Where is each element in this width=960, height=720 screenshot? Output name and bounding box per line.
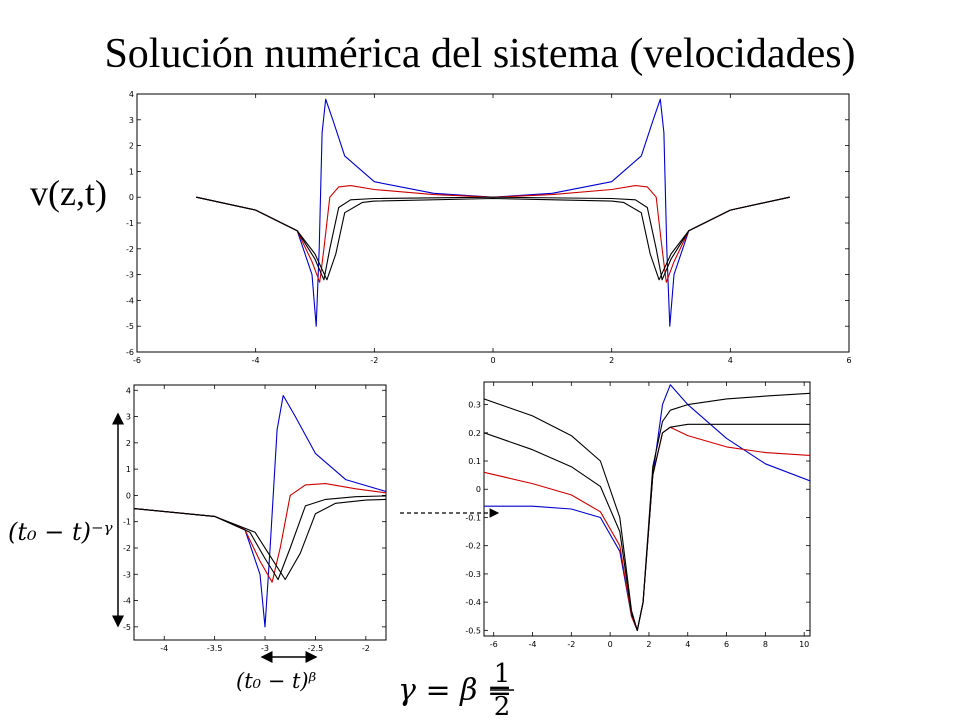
series-line-3 xyxy=(196,196,790,281)
bottom-right-plot: -6 -4 -2 0 2 4 6 8 10 0.3 0.2 0.1 0 -0.1 -0.2 -0.3 -0.4 -… xyxy=(465,381,811,649)
series-line-4 xyxy=(484,392,810,631)
equation-denominator: 2 xyxy=(494,692,511,720)
y-tick-label: -0.1 xyxy=(465,513,481,522)
plot-frame xyxy=(483,381,811,637)
series-line-4 xyxy=(134,498,386,581)
x-tick-label: 2 xyxy=(609,356,614,365)
x-tick-label: 6 xyxy=(724,640,729,649)
x-tick-label: 10 xyxy=(799,640,809,649)
equation-numerator: 1 xyxy=(494,659,511,689)
y-tick-label: 1 xyxy=(129,167,134,176)
x-tick-label: -2 xyxy=(362,644,370,653)
x-tick-label: 0 xyxy=(608,640,613,649)
x-tick-label: 2 xyxy=(646,640,651,649)
y-tick-label: 0.3 xyxy=(468,401,481,410)
beta-exponent-label: (t₀ − t)ᵝ xyxy=(236,669,317,693)
y-tick-label: -6 xyxy=(126,348,134,357)
y-tick-label: -4 xyxy=(126,296,134,305)
x-tick-label: 4 xyxy=(728,356,733,365)
y-tick-label: 0 xyxy=(476,485,481,494)
y-tick-label: -0.5 xyxy=(465,626,481,635)
x-tick-label: 0 xyxy=(490,356,495,365)
series-line-3 xyxy=(134,495,386,581)
x-tick-label: -4 xyxy=(252,356,260,365)
x-tick-label: 6 xyxy=(846,356,851,365)
y-tick-label: 0.2 xyxy=(468,429,481,438)
bottom-left-plot: -4 -3.5 -3 -2.5 -2 4 3 2 1 0 -1 -2 -3 -4 -5 xyxy=(123,384,387,653)
y-tick-label: -1 xyxy=(126,219,134,228)
x-tick-label: 8 xyxy=(763,640,768,649)
plot-frame xyxy=(136,93,850,353)
y-axis-label: v(z,t) xyxy=(30,173,107,213)
y-tick-label: 2 xyxy=(129,142,134,151)
y-tick-label: -0.4 xyxy=(465,598,481,607)
gamma-exponent-label: (t₀ − t)⁻ᵞ xyxy=(8,518,113,546)
y-tick-label: -0.2 xyxy=(465,542,481,551)
y-tick-label: -2 xyxy=(123,544,131,553)
x-tick-label: -2.5 xyxy=(308,644,324,653)
y-tick-label: -1 xyxy=(123,518,131,527)
y-tick-label: 0.1 xyxy=(468,457,481,466)
y-tick-label: -2 xyxy=(126,245,134,254)
y-tick-label: 1 xyxy=(126,465,131,474)
x-tick-label: 4 xyxy=(685,640,690,649)
series-line-4 xyxy=(196,196,790,281)
x-tick-label: -6 xyxy=(133,356,141,365)
y-tick-label: 3 xyxy=(126,413,131,422)
y-tick-label: 0 xyxy=(129,193,134,202)
y-tick-label: -0.3 xyxy=(465,570,481,579)
x-tick-label: -4 xyxy=(160,644,168,653)
slide-title: Solución numérica del sistema (velocidad… xyxy=(104,31,856,77)
y-tick-label: 4 xyxy=(129,90,134,99)
x-tick-label: -4 xyxy=(529,640,537,649)
y-tick-label: 3 xyxy=(129,116,134,125)
x-tick-label: -3 xyxy=(261,644,269,653)
x-tick-label: -6 xyxy=(490,640,498,649)
y-tick-label: -3 xyxy=(126,271,134,280)
y-tick-label: 4 xyxy=(126,386,131,395)
x-tick-label: -3.5 xyxy=(207,644,223,653)
x-tick-label: -2 xyxy=(370,356,378,365)
y-tick-label: -5 xyxy=(126,322,134,331)
top-plot: -6 -4 -2 0 2 4 6 4 3 2 1 0 -1 -2 -3 -4 -5 -6 xyxy=(126,90,852,365)
y-tick-label: 0 xyxy=(126,491,131,500)
y-tick-label: -4 xyxy=(123,597,131,606)
y-tick-label: -3 xyxy=(123,570,131,579)
y-tick-label: -5 xyxy=(123,623,131,632)
y-tick-label: 2 xyxy=(126,439,131,448)
x-tick-label: -2 xyxy=(567,640,575,649)
